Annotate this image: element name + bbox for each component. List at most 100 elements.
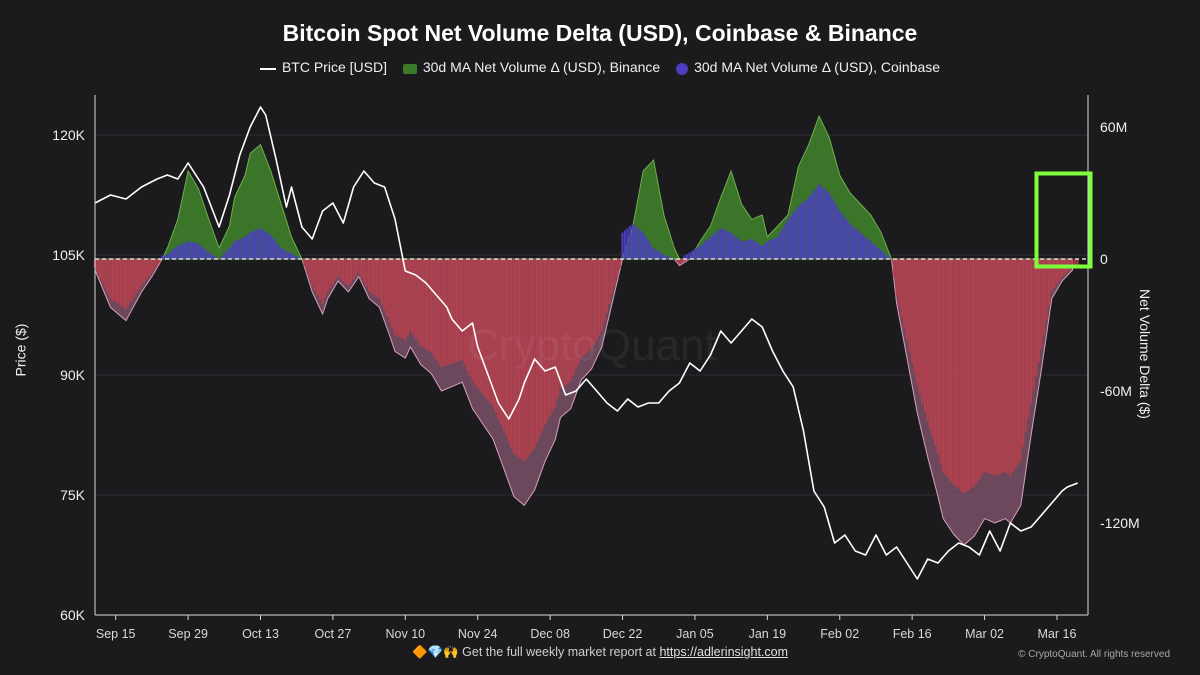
binance-negative-bar [1009,259,1012,476]
y-left-tick-label: 60K [60,607,86,623]
coinbase-bar [251,231,254,259]
binance-negative-bar [155,259,159,267]
coinbase-bar [750,239,753,259]
binance-negative-bar [1019,259,1022,462]
footer-link[interactable]: https://adlerinsight.com [659,645,789,659]
coinbase-bar [758,244,761,259]
binance-negative-bar [373,259,376,296]
coinbase-bar [748,239,751,259]
binance-negative-bar [572,259,575,376]
binance-negative-bar [352,259,355,280]
binance-positive-area [95,114,1073,260]
coinbase-bar [261,229,265,259]
coinbase-bar [660,252,663,259]
binance-negative-bar [535,259,539,443]
x-tick-label: Feb 02 [820,627,859,641]
coinbase-bar [794,209,797,259]
binance-negative-bar [973,259,976,487]
coinbase-bar [830,197,833,259]
coinbase-bar [259,228,262,259]
binance-negative-bar [388,259,391,323]
binance-negative-bar [908,259,911,352]
binance-negative-bar [411,259,415,335]
binance-negative-bar [375,259,378,297]
binance-negative-bar [587,259,590,352]
coinbase-bar [197,243,200,259]
coinbase-bar [781,228,784,259]
binance-negative-bar [923,259,927,413]
binance-negative-bar [409,259,412,332]
x-tick-label: Dec 08 [530,627,570,641]
coinbase-bar [647,240,650,259]
binance-negative-bar [370,259,373,294]
coinbase-bar [228,248,231,259]
coinbase-bar [667,256,671,259]
coinbase-bar [696,247,699,259]
binance-negative-bar [680,259,684,264]
coinbase-bar [815,187,818,259]
binance-negative-bar [515,259,518,456]
copyright: © CryptoQuant. All rights reserved [1018,649,1170,660]
coinbase-bar [802,201,805,259]
binance-negative-bar [349,259,353,283]
coinbase-bar [634,226,637,259]
binance-negative-bar [153,259,156,270]
coinbase-bar [295,256,298,259]
binance-negative-bar [417,259,420,342]
legend-item-btc-price[interactable]: BTC Price [USD] [259,59,387,75]
coinbase-bar [292,254,296,259]
coinbase-bar [210,254,213,259]
coinbase-bar [887,256,890,259]
legend-item-binance[interactable]: 30d MA Net Volume Δ (USD), Binance [402,59,660,75]
binance-negative-bar [530,259,534,452]
binance-negative-bar [998,259,1002,474]
binance-negative-bar [903,259,906,329]
coinbase-bar [864,237,867,259]
binance-negative-bar [96,259,99,274]
coinbase-bar [768,240,771,259]
binance-negative-bar [479,259,482,392]
binance-negative-bar [1037,259,1040,363]
binance-negative-bar [962,259,965,494]
coinbase-bar [804,199,808,259]
binance-negative-bar [109,259,112,299]
binance-negative-bar [510,259,513,448]
coinbase-bar [729,232,733,259]
binance-negative-bar [921,259,924,404]
coinbase-bar [851,226,854,259]
y-left-tick-label: 75K [60,487,86,503]
chart-title: Bitcoin Spot Net Volume Delta (USD), Coi… [282,20,918,46]
coinbase-bar [238,239,241,259]
coinbase-bar [719,228,722,259]
coinbase-bar [194,243,197,259]
binance-negative-bar [323,259,327,298]
binance-negative-bar [404,259,407,341]
binance-negative-bar [122,259,125,308]
coinbase-bar [220,256,223,259]
y-right-tick-label: -60M [1100,383,1132,399]
coinbase-bar [631,223,634,259]
coinbase-bar [799,204,802,259]
binance-negative-bar [427,259,430,352]
coinbase-bar [285,250,288,259]
y-right-tick-label: -120M [1100,515,1140,531]
binance-negative-bar [1073,259,1077,269]
binance-negative-bar [455,259,459,362]
coinbase-bar [683,255,686,259]
legend-item-coinbase[interactable]: 30d MA Net Volume Δ (USD), Coinbase [676,59,940,75]
binance-negative-bar [910,259,914,363]
coinbase-bar [724,230,727,259]
binance-negative-bar [507,259,510,443]
coinbase-bar [215,257,218,259]
coinbase-bar [279,248,283,259]
coinbase-bar [657,251,660,259]
binance-negative-bar [303,259,306,266]
binance-negative-bar [1024,259,1027,433]
binance-negative-bar [965,259,968,492]
binance-negative-bar [1027,259,1030,418]
binance-negative-bar [440,259,443,368]
coinbase-bar [629,226,632,259]
binance-negative-bar [551,259,554,412]
coinbase-bar [186,241,190,259]
binance-negative-bar [1006,259,1009,474]
